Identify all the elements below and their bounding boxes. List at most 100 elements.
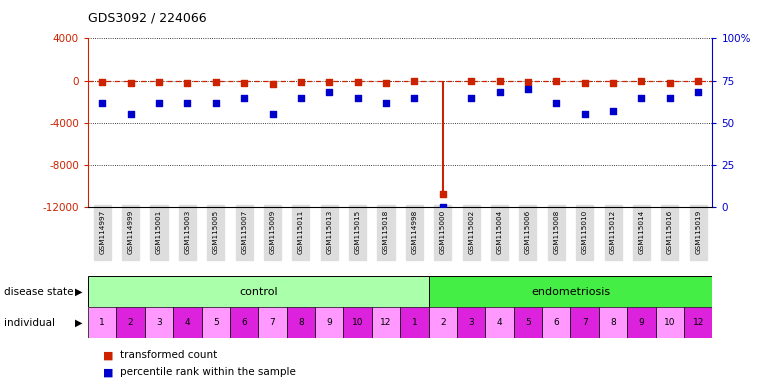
- Point: [380, 99, 392, 106]
- Text: 1: 1: [100, 318, 105, 327]
- Text: 10: 10: [664, 318, 676, 327]
- Text: endometriosis: endometriosis: [531, 287, 610, 297]
- Text: 6: 6: [241, 318, 247, 327]
- Point: [692, 89, 704, 96]
- Point: [323, 79, 336, 85]
- Point: [352, 79, 364, 85]
- Point: [607, 80, 619, 86]
- Bar: [230, 307, 258, 338]
- Bar: [571, 307, 599, 338]
- Text: ▶: ▶: [75, 318, 83, 328]
- Bar: [286, 307, 315, 338]
- Point: [408, 78, 421, 84]
- Bar: [258, 307, 286, 338]
- Bar: [627, 307, 656, 338]
- Point: [663, 94, 676, 101]
- Bar: [429, 307, 457, 338]
- Text: individual: individual: [4, 318, 55, 328]
- Bar: [88, 307, 116, 338]
- Text: 7: 7: [270, 318, 276, 327]
- Text: ■: ■: [103, 367, 114, 377]
- Point: [607, 108, 619, 114]
- Point: [97, 79, 109, 85]
- Text: 2: 2: [128, 318, 133, 327]
- Text: 8: 8: [611, 318, 616, 327]
- Point: [465, 94, 477, 101]
- Text: 4: 4: [496, 318, 502, 327]
- Point: [267, 111, 279, 118]
- Bar: [372, 307, 401, 338]
- Point: [153, 79, 165, 85]
- Text: 6: 6: [553, 318, 559, 327]
- Text: 12: 12: [381, 318, 391, 327]
- Point: [635, 78, 647, 84]
- Point: [97, 99, 109, 106]
- Bar: [457, 307, 486, 338]
- Text: ▶: ▶: [75, 287, 83, 297]
- Text: 3: 3: [468, 318, 474, 327]
- Text: disease state: disease state: [4, 287, 74, 297]
- Text: 9: 9: [326, 318, 332, 327]
- Text: 3: 3: [156, 318, 162, 327]
- Point: [493, 78, 506, 84]
- Point: [323, 89, 336, 96]
- Text: percentile rank within the sample: percentile rank within the sample: [120, 367, 296, 377]
- Point: [522, 86, 534, 92]
- Point: [210, 99, 222, 106]
- Point: [465, 78, 477, 84]
- Text: 4: 4: [185, 318, 190, 327]
- Bar: [315, 307, 343, 338]
- Point: [437, 204, 449, 210]
- Bar: [145, 307, 173, 338]
- Bar: [514, 307, 542, 338]
- Text: 10: 10: [352, 318, 363, 327]
- Point: [408, 94, 421, 101]
- Point: [550, 99, 562, 106]
- Point: [182, 99, 194, 106]
- Point: [267, 81, 279, 87]
- Point: [578, 111, 591, 118]
- Bar: [684, 307, 712, 338]
- Bar: [542, 307, 571, 338]
- Bar: [656, 307, 684, 338]
- Point: [437, 190, 449, 197]
- Bar: [401, 307, 429, 338]
- Bar: [429, 276, 712, 307]
- Point: [692, 78, 704, 84]
- Point: [380, 80, 392, 86]
- Point: [493, 89, 506, 96]
- Point: [125, 80, 137, 86]
- Point: [182, 80, 194, 86]
- Text: 9: 9: [639, 318, 644, 327]
- Text: 2: 2: [440, 318, 446, 327]
- Bar: [486, 307, 514, 338]
- Point: [295, 79, 307, 85]
- Text: 7: 7: [582, 318, 588, 327]
- Text: 12: 12: [692, 318, 704, 327]
- Text: 1: 1: [411, 318, 417, 327]
- Bar: [116, 307, 145, 338]
- Point: [238, 80, 250, 86]
- Point: [125, 111, 137, 118]
- Point: [522, 79, 534, 85]
- Point: [295, 94, 307, 101]
- Point: [550, 78, 562, 84]
- Text: 5: 5: [213, 318, 218, 327]
- Text: control: control: [239, 287, 277, 297]
- Text: 8: 8: [298, 318, 304, 327]
- Point: [153, 99, 165, 106]
- Point: [210, 79, 222, 85]
- Bar: [88, 276, 429, 307]
- Text: 5: 5: [525, 318, 531, 327]
- Point: [578, 80, 591, 86]
- Bar: [343, 307, 372, 338]
- Point: [352, 94, 364, 101]
- Bar: [173, 307, 201, 338]
- Point: [238, 94, 250, 101]
- Bar: [599, 307, 627, 338]
- Text: GDS3092 / 224066: GDS3092 / 224066: [88, 12, 207, 25]
- Text: ■: ■: [103, 350, 114, 360]
- Point: [663, 80, 676, 86]
- Point: [635, 94, 647, 101]
- Text: transformed count: transformed count: [120, 350, 218, 360]
